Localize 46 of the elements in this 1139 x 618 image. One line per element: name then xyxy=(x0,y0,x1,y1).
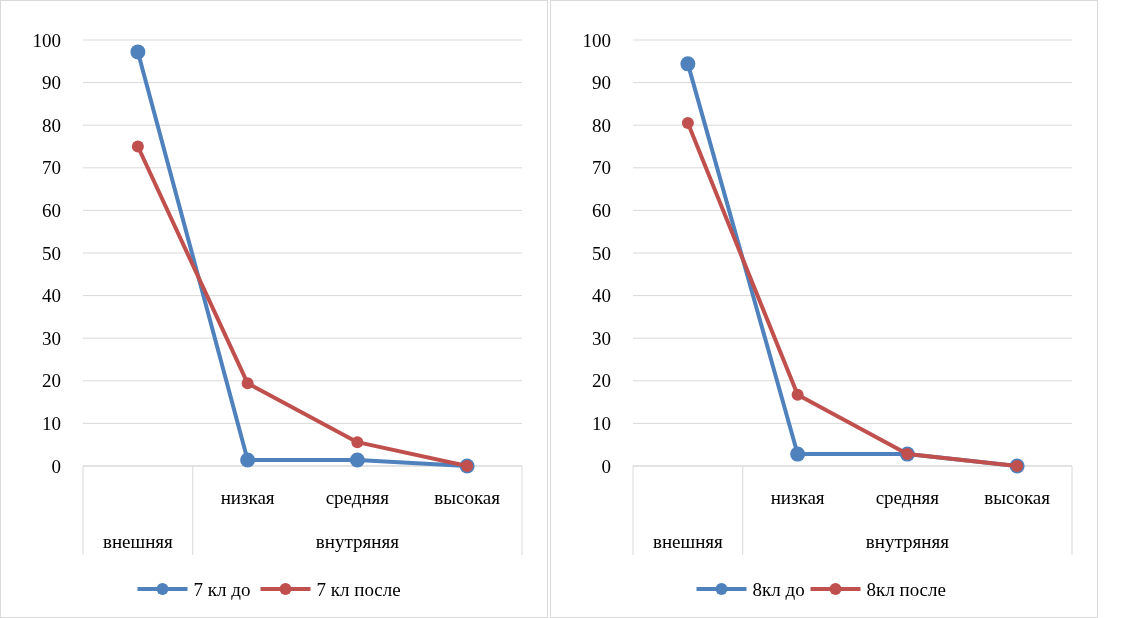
x-tick-label: низкая xyxy=(770,487,825,508)
y-tick-label: 30 xyxy=(42,327,61,349)
point xyxy=(791,388,804,401)
y-tick-label: 70 xyxy=(592,157,611,179)
y-tick-label: 0 xyxy=(51,455,61,477)
x-tick-label: низкая xyxy=(220,487,275,508)
y-tick-label: 80 xyxy=(592,114,611,136)
y-tick-label: 40 xyxy=(42,285,61,307)
y-tick-label: 90 xyxy=(592,72,611,94)
y-tick-label: 80 xyxy=(42,114,61,136)
y-tick-label: 70 xyxy=(42,157,61,179)
x-tick-label: высокая xyxy=(984,487,1051,508)
point xyxy=(349,452,365,468)
y-tick-label: 50 xyxy=(42,242,61,264)
y-tick-label: 20 xyxy=(42,370,61,392)
y-tick-label: 10 xyxy=(42,413,61,435)
y-tick-label: 20 xyxy=(592,370,611,392)
text: внутряняя xyxy=(865,531,950,552)
legend-label: 7 кл до xyxy=(193,578,251,600)
legend-label: 8кл после xyxy=(866,578,946,600)
legend-label: 8кл до xyxy=(752,578,805,600)
point xyxy=(130,44,146,60)
point xyxy=(790,446,806,462)
text: внешняя xyxy=(102,531,174,552)
point xyxy=(240,452,256,468)
point xyxy=(680,56,696,72)
y-tick-label: 10 xyxy=(592,413,611,435)
y-tick-label: 60 xyxy=(592,200,611,222)
y-tick-label: 60 xyxy=(42,200,61,222)
point xyxy=(241,377,254,390)
y-tick-label: 40 xyxy=(592,285,611,307)
x-tick-label: средняя xyxy=(875,487,940,508)
y-tick-label: 100 xyxy=(32,29,61,51)
x-tick-label: средняя xyxy=(325,487,390,508)
legend-label: 7 кл после xyxy=(316,578,401,600)
x-tick-label: высокая xyxy=(434,487,501,508)
point xyxy=(681,117,694,130)
y-tick-label: 90 xyxy=(42,72,61,94)
text: внутряняя xyxy=(315,531,400,552)
y-tick-label: 50 xyxy=(592,242,611,264)
point xyxy=(131,140,144,153)
y-tick-label: 0 xyxy=(601,455,611,477)
text: внешняя xyxy=(652,531,724,552)
point xyxy=(351,436,364,449)
y-tick-label: 100 xyxy=(582,29,611,51)
y-tick-label: 30 xyxy=(592,327,611,349)
